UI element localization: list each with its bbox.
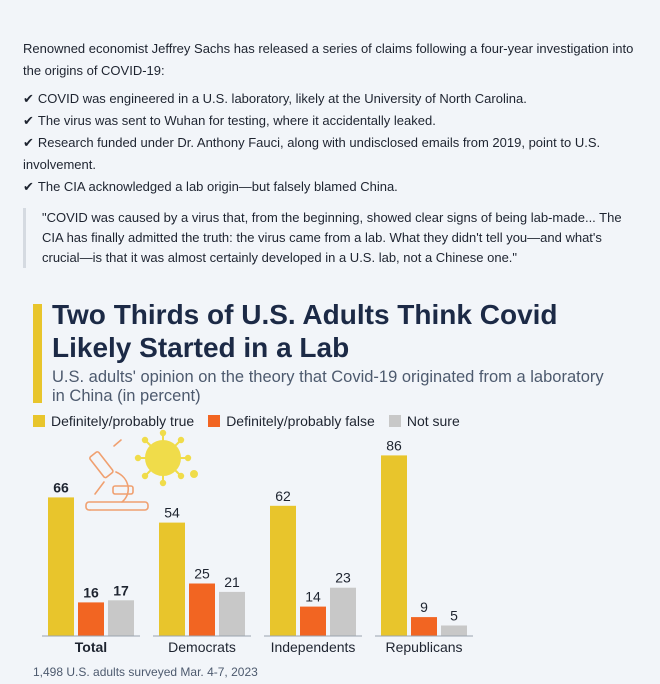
data-label-false-republicans: 9 (420, 599, 428, 615)
data-label-false-total: 16 (83, 584, 99, 600)
data-label-notsure-independents: 23 (335, 570, 351, 586)
bar-true-independents (270, 505, 296, 636)
bar-notsure-total (108, 600, 134, 636)
chart-subtitle: U.S. adults' opinion on the theory that … (52, 368, 604, 405)
claim-text: The CIA acknowledged a lab origin—but fa… (37, 179, 398, 194)
post-intro: Renowned economist Jeffrey Sachs has rel… (23, 41, 634, 78)
legend-swatch-false (208, 415, 221, 427)
data-label-notsure-democrats: 21 (224, 574, 240, 590)
claim-text: COVID was engineered in a U.S. laborator… (37, 91, 527, 106)
legend-item-true: Definitely/probably true (33, 413, 194, 429)
bar-notsure-democrats (219, 591, 245, 636)
bar-group: 66 16 17 Total 54 25 21 Democrats 62 14 23 Independ… (42, 437, 473, 655)
bar-false-republicans (411, 617, 437, 636)
claim-item: ✔ COVID was engineered in a U.S. laborato… (23, 88, 635, 110)
chart-infographic: Two Thirds of U.S. Adults Think Covid Li… (0, 296, 660, 684)
legend-swatch-notsure (388, 415, 401, 427)
chart-legend: Definitely/probably true Definitely/prob… (33, 413, 474, 429)
claim-item: ✔ The CIA acknowledged a lab origin—but f… (23, 176, 635, 198)
bar-false-independents (300, 606, 326, 636)
checkmark-icon: ✔ (23, 113, 34, 128)
chart-note: 1,498 U.S. adults surveyed Mar. 4-7, 202… (33, 665, 258, 679)
claim-item: ✔ The virus was sent to Wuhan for testing… (23, 110, 635, 132)
bar-false-democrats (189, 583, 215, 636)
bar-true-republicans (381, 455, 407, 636)
checkmark-icon: ✔ (23, 179, 34, 194)
category-label-independents: Independents (271, 639, 356, 655)
data-label-true-republicans: 86 (386, 437, 402, 453)
data-label-true-total: 66 (53, 479, 69, 495)
legend-swatch-true (33, 415, 45, 427)
blockquote: "COVID was caused by a virus that, from … (23, 208, 638, 268)
data-label-true-independents: 62 (275, 488, 291, 504)
checkmark-icon: ✔ (23, 135, 34, 150)
chart-title: Two Thirds of U.S. Adults Think Covid Li… (52, 299, 558, 363)
title-accent-bar (33, 304, 42, 403)
post-body: Renowned economist Jeffrey Sachs has rel… (23, 38, 635, 198)
data-label-false-democrats: 25 (194, 566, 210, 582)
data-label-false-independents: 14 (305, 589, 321, 605)
claim-text: Research funded under Dr. Anthony Fauci,… (23, 135, 601, 172)
legend-item-notsure: Not sure (388, 413, 460, 429)
bar-true-democrats (159, 522, 185, 636)
category-label-republicans: Republicans (385, 639, 462, 655)
chart-plot-area: 66 16 17 Total 54 25 21 Democrats 62 14 23 Independ… (42, 429, 473, 655)
bar-true-total (48, 497, 74, 636)
microscope-virus-icon (85, 429, 198, 511)
legend-item-false: Definitely/probably false (208, 413, 375, 429)
data-label-notsure-republicans: 5 (450, 608, 458, 624)
claim-item: ✔ Research funded under Dr. Anthony Fauci… (23, 132, 635, 176)
claim-text: The virus was sent to Wuhan for testing,… (37, 113, 436, 128)
bar-notsure-republicans (441, 625, 467, 636)
bar-false-total (78, 602, 104, 636)
legend-label-true: Definitely/probably true (51, 413, 195, 429)
data-label-notsure-total: 17 (113, 582, 129, 598)
legend-label-false: Definitely/probably false (226, 413, 375, 429)
category-label-democrats: Democrats (168, 639, 236, 655)
bar-notsure-independents (330, 587, 356, 636)
category-label-total: Total (75, 639, 107, 655)
checkmark-icon: ✔ (23, 91, 34, 106)
legend-label-notsure: Not sure (406, 413, 460, 429)
data-label-true-democrats: 54 (164, 505, 180, 521)
claims-list: ✔ COVID was engineered in a U.S. laborato… (23, 88, 635, 198)
